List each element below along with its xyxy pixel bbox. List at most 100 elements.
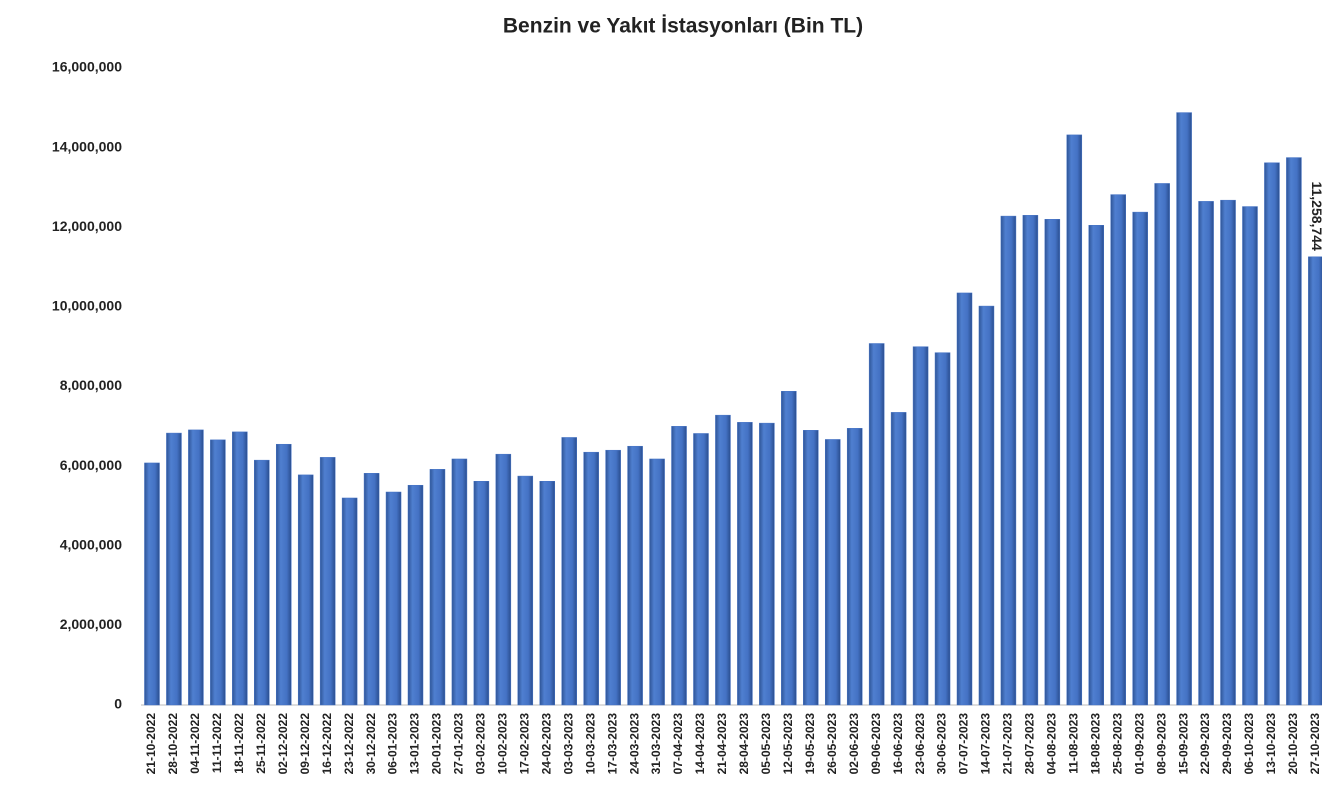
bar [451, 458, 468, 706]
bar [1176, 112, 1192, 706]
bar [868, 343, 885, 706]
bar [144, 462, 160, 706]
x-tick-label: 02-06-2023 [847, 713, 861, 775]
x-tick-label: 13-10-2023 [1264, 713, 1278, 775]
x-tick-label: 03-02-2023 [474, 713, 488, 775]
bar [210, 439, 226, 706]
bar [627, 445, 643, 706]
bar [429, 469, 446, 706]
x-tick-label: 23-06-2023 [913, 713, 927, 775]
bar [1000, 215, 1017, 706]
bar [846, 428, 863, 706]
x-tick-label: 27-01-2023 [452, 713, 466, 775]
x-tick-label: 30-12-2022 [364, 713, 378, 775]
x-tick-label: 25-11-2022 [254, 713, 268, 774]
x-tick-label: 21-07-2023 [1001, 713, 1015, 775]
bar [1286, 157, 1302, 706]
x-tick-label: 18-08-2023 [1088, 713, 1102, 775]
x-tick-label: 17-02-2023 [517, 713, 531, 775]
bar [671, 426, 687, 706]
x-tick-label: 22-09-2023 [1198, 713, 1212, 775]
x-tick-label: 07-04-2023 [671, 713, 685, 775]
x-tick-label: 21-10-2022 [144, 713, 158, 775]
bar [1264, 162, 1280, 706]
bar [715, 414, 731, 706]
bar [693, 433, 709, 706]
bar [759, 422, 775, 706]
y-tick-label: 4,000,000 [60, 536, 122, 552]
x-tick-label: 10-03-2023 [583, 713, 597, 775]
bar [539, 481, 556, 706]
bar [890, 412, 907, 706]
bar [649, 458, 665, 706]
y-tick-label: 8,000,000 [60, 377, 122, 393]
bar [1044, 219, 1061, 706]
x-tick-label: 20-01-2023 [430, 713, 444, 775]
x-tick-label: 27-10-2023 [1308, 713, 1322, 775]
x-tick-label: 28-04-2023 [737, 713, 751, 775]
x-tick-label: 28-10-2022 [166, 713, 180, 775]
y-tick-label: 10,000,000 [52, 298, 122, 314]
x-tick-label: 29-09-2023 [1220, 713, 1234, 775]
x-tick-label: 12-05-2023 [781, 713, 795, 775]
bar [1022, 215, 1039, 706]
bar [561, 437, 577, 706]
x-tick-label: 19-05-2023 [803, 713, 817, 775]
bar [978, 305, 995, 706]
bar [232, 431, 248, 706]
x-tick-label: 13-01-2023 [408, 713, 422, 775]
x-tick-label: 06-10-2023 [1242, 713, 1256, 775]
x-tick-label: 03-03-2023 [561, 713, 575, 775]
bar [1220, 199, 1236, 706]
y-tick-label: 14,000,000 [52, 138, 122, 154]
x-tick-label: 30-06-2023 [935, 713, 949, 775]
x-tick-label: 14-07-2023 [979, 713, 993, 775]
x-tick-label: 02-12-2022 [276, 713, 290, 775]
x-tick-label: 26-05-2023 [825, 713, 839, 775]
y-tick-label: 16,000,000 [52, 59, 122, 75]
x-tick-label: 21-04-2023 [715, 713, 729, 775]
bar [1132, 211, 1148, 706]
bar [166, 432, 182, 706]
bar [1154, 183, 1170, 706]
bar [824, 439, 841, 706]
bar [275, 443, 292, 706]
x-tick-label: 20-10-2023 [1286, 713, 1300, 775]
bar [605, 449, 621, 706]
x-tick-label: 28-07-2023 [1023, 713, 1037, 775]
y-tick-label: 12,000,000 [52, 218, 122, 234]
bar [1198, 201, 1214, 706]
bar [254, 459, 270, 706]
bar [1242, 206, 1258, 706]
x-tick-label: 01-09-2023 [1132, 713, 1146, 775]
x-tick-label: 18-11-2022 [232, 713, 246, 774]
x-tick-label: 08-09-2023 [1154, 713, 1168, 775]
x-tick-label: 14-04-2023 [693, 713, 707, 775]
x-tick-label: 11-08-2023 [1066, 713, 1080, 774]
bar [473, 481, 490, 706]
x-tick-label: 10-02-2023 [496, 713, 510, 775]
y-tick-label: 0 [114, 696, 122, 712]
x-tick-label: 04-08-2023 [1045, 713, 1059, 775]
data-label: 11,258,744 [1309, 181, 1322, 251]
bar [1088, 225, 1105, 706]
bar [1066, 134, 1083, 706]
x-tick-label: 09-06-2023 [869, 713, 883, 775]
x-tick-label: 17-03-2023 [605, 713, 619, 775]
bar [297, 474, 314, 706]
bar [188, 429, 204, 706]
bar [385, 491, 402, 706]
bar [1308, 256, 1322, 706]
x-tick-label: 11-11-2022 [210, 713, 224, 773]
bar [737, 422, 753, 706]
x-tick-label: 04-11-2022 [188, 713, 202, 774]
x-tick-label: 25-08-2023 [1110, 713, 1124, 775]
x-tick-label: 24-02-2023 [539, 713, 553, 775]
x-tick-label: 16-12-2022 [320, 713, 334, 775]
bar [583, 451, 599, 706]
x-tick-label: 15-09-2023 [1176, 713, 1190, 775]
x-tick-label: 07-07-2023 [957, 713, 971, 775]
x-tick-label: 09-12-2022 [298, 713, 312, 775]
x-tick-label: 31-03-2023 [649, 713, 663, 775]
